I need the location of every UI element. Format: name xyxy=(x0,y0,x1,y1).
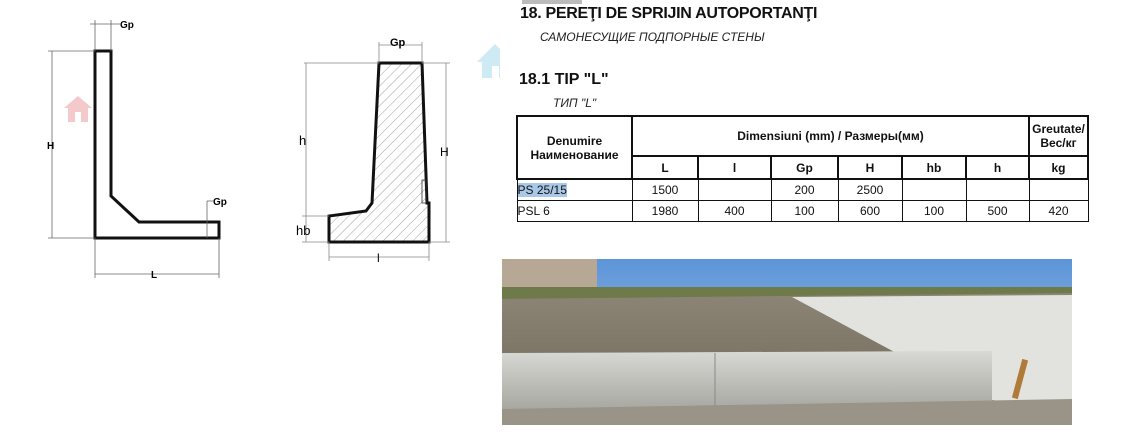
name-header: Denumire Наименование xyxy=(516,115,633,180)
col-header: hb xyxy=(901,155,967,180)
dim-label-l: l xyxy=(377,251,380,265)
selected-text[interactable]: PS 25/15 xyxy=(517,182,567,197)
retaining-wall-cross-section-drawing: Gp h H hb l xyxy=(296,37,450,265)
diagrams: Gp H Gp L Gp h H hb l xyxy=(47,20,500,281)
house-watermark-icon xyxy=(477,44,500,78)
section-title: 18. PEREŢI DE SPRIJIN AUTOPORTANŢI xyxy=(520,5,818,22)
cell: 1500 xyxy=(631,178,699,201)
cell: 100 xyxy=(770,199,839,222)
dim-label-l: L xyxy=(151,270,157,281)
house-watermark-icon xyxy=(64,96,92,122)
dim-label-h: H xyxy=(47,141,54,152)
dimensions-table: Denumire Наименование Dimensiuni (mm) / Р… xyxy=(516,115,1089,222)
dimensions-header: Dimensiuni (mm) / Размеры(мм) xyxy=(631,115,1030,157)
section-subtitle: САМОНЕСУЩИЕ ПОДПОРНЫЕ СТЕНЫ xyxy=(540,30,765,44)
dim-label-hb: hb xyxy=(296,223,310,238)
dim-label-h-small: h xyxy=(299,133,306,148)
col-header: Gp xyxy=(770,155,839,180)
cell: 600 xyxy=(837,199,903,222)
col-header: H xyxy=(837,155,903,180)
dim-label-h: H xyxy=(440,145,449,159)
l-wall-section-drawing: Gp H Gp L xyxy=(47,20,227,281)
cell: 200 xyxy=(770,178,839,201)
cell: 400 xyxy=(697,199,772,222)
top-edge-mark xyxy=(522,0,582,4)
col-header: L xyxy=(631,155,699,180)
cell: 2500 xyxy=(837,178,903,201)
cell: 1980 xyxy=(631,199,699,222)
row-name-cell[interactable]: PSL 6 xyxy=(516,199,633,222)
cell xyxy=(965,178,1030,201)
table-row: PS 25/15 1500 200 2500 xyxy=(516,178,1089,201)
weight-header: Greutate/Вес/кг xyxy=(1028,115,1089,157)
cell xyxy=(1028,178,1089,201)
dim-label-gp: Gp xyxy=(390,37,406,49)
col-header: l xyxy=(697,155,772,180)
col-header: kg xyxy=(1028,155,1089,180)
cell xyxy=(901,178,967,201)
dim-label-gp-foot: Gp xyxy=(213,197,227,208)
col-header: h xyxy=(965,155,1030,180)
dim-label-gp: Gp xyxy=(120,20,134,31)
cell: 100 xyxy=(901,199,967,222)
retaining-wall-photo xyxy=(502,259,1072,425)
cell xyxy=(697,178,772,201)
subsection-subtitle: ТИП "L" xyxy=(553,96,597,110)
cell: 500 xyxy=(965,199,1030,222)
cell: 420 xyxy=(1028,199,1089,222)
table-row: PSL 6 1980 400 100 600 100 500 420 xyxy=(516,199,1089,222)
row-name-cell[interactable]: PS 25/15 xyxy=(516,178,633,201)
subsection-title: 18.1 TIP "L" xyxy=(519,71,609,88)
